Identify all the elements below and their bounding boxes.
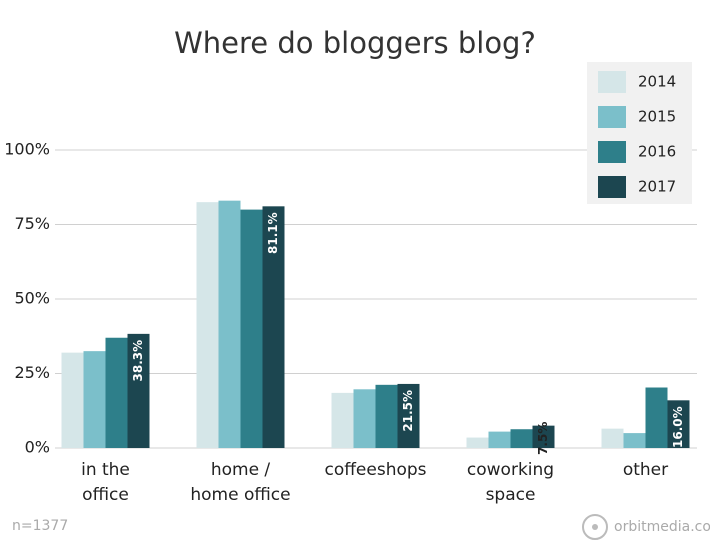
x-tick-label: coffeeshops xyxy=(324,460,427,480)
y-tick-label: 50% xyxy=(14,289,50,308)
x-tick-label: in the office xyxy=(81,460,130,505)
bar xyxy=(667,400,690,448)
bar xyxy=(331,392,354,448)
logo-dot xyxy=(592,524,598,530)
bar xyxy=(466,437,489,448)
legend-swatch xyxy=(598,141,626,163)
bar xyxy=(240,209,263,448)
bar xyxy=(127,333,150,448)
bar xyxy=(510,429,533,448)
chart-title: Where do bloggers blog? xyxy=(174,26,536,60)
value-label: 81.1% xyxy=(266,212,280,254)
x-tick-label: other xyxy=(622,460,669,480)
bar xyxy=(196,202,219,448)
bar xyxy=(61,352,84,448)
value-label: 38.3% xyxy=(131,340,145,382)
bar xyxy=(218,200,241,448)
bar xyxy=(105,337,128,448)
x-tick-label: home / home office xyxy=(190,460,291,505)
legend-label: 2017 xyxy=(638,178,676,196)
value-label: 7.5% xyxy=(536,422,550,455)
bar xyxy=(645,387,668,448)
bar xyxy=(83,351,106,448)
bar xyxy=(353,389,376,448)
y-tick-label: 0% xyxy=(25,438,50,457)
value-label: 21.5% xyxy=(401,390,415,432)
logo xyxy=(582,514,608,540)
legend-label: 2016 xyxy=(638,143,676,161)
legend-swatch xyxy=(598,71,626,93)
legend-swatch xyxy=(598,176,626,198)
bar xyxy=(488,431,511,448)
source: orbitmedia.com xyxy=(614,519,710,535)
bar xyxy=(601,428,624,448)
y-tick-label: 25% xyxy=(14,363,50,382)
legend-label: 2015 xyxy=(638,108,676,126)
legend-swatch xyxy=(598,106,626,128)
value-label: 16.0% xyxy=(671,406,685,448)
bar xyxy=(623,433,646,448)
footnote: n=1377 xyxy=(12,518,68,534)
x-tick-label: coworking space xyxy=(466,460,555,505)
legend-label: 2014 xyxy=(638,73,676,91)
y-tick-label: 100% xyxy=(4,140,50,159)
bar xyxy=(397,383,420,448)
y-tick-label: 75% xyxy=(14,214,50,233)
bar xyxy=(262,206,285,448)
bar xyxy=(375,384,398,448)
bar xyxy=(532,425,555,448)
